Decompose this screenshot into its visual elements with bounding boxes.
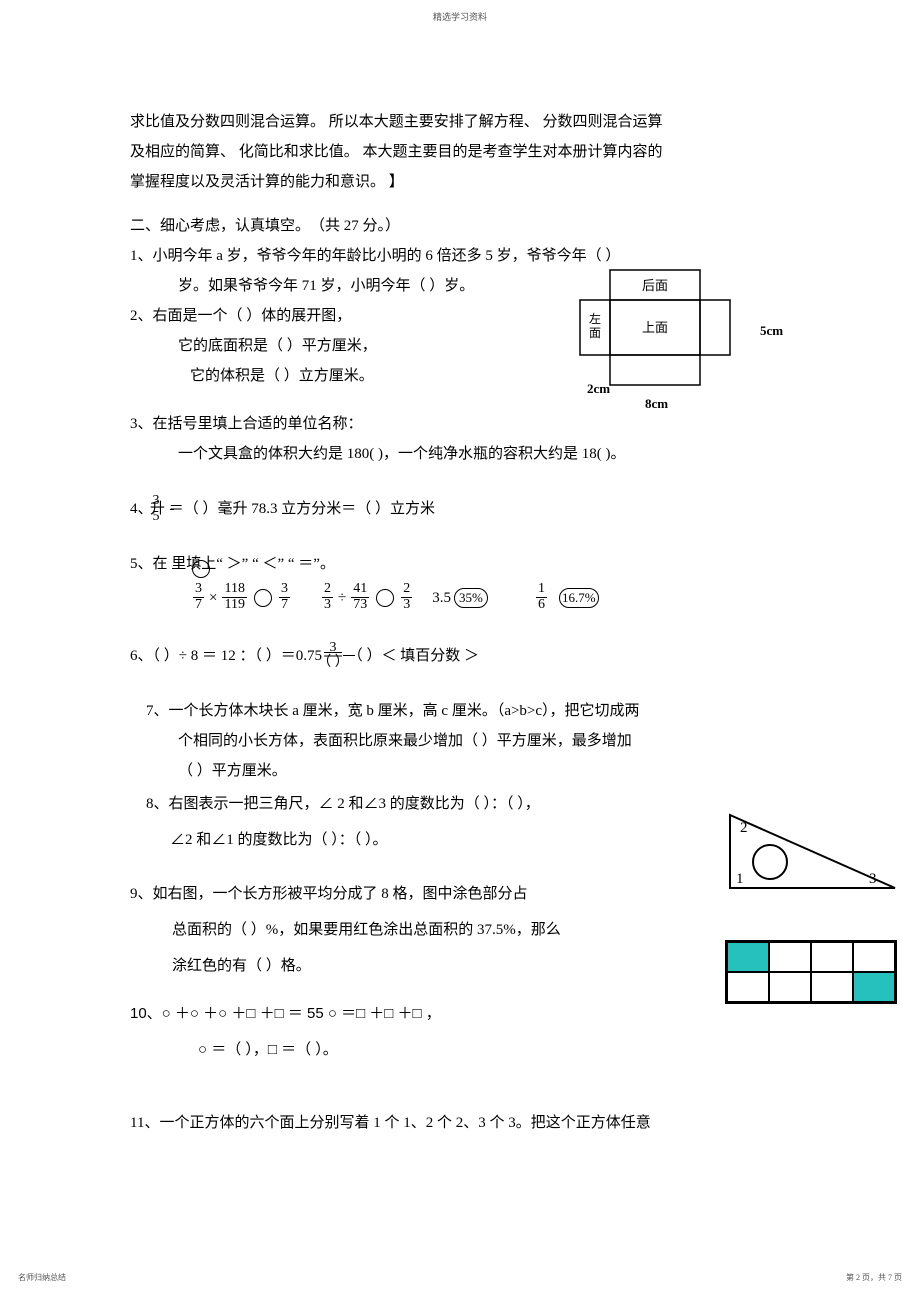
q3-line-1: 3、在括号里填上合适的单位名称： (130, 412, 790, 436)
blank-circle-icon: 35% (454, 588, 488, 608)
q5-prompt-circle (190, 556, 212, 580)
q5d-f1: 16 (536, 582, 547, 612)
grid-cell (811, 972, 853, 1002)
intro-line-3: 掌握程度以及灵活计算的能力和意识。 】 (130, 170, 790, 194)
q5c-1: 3.5 (432, 586, 451, 610)
q5a-f2: 118119 (222, 582, 246, 612)
q5-row: 37 × 118119 37 23 ÷ 4173 23 3.5 35% 16 1… (130, 582, 790, 612)
net-depth-label: 2cm (587, 381, 610, 396)
grid-cell (727, 972, 769, 1002)
q6-text1: 6、（ ）÷ 8 ＝ 12 ：（ ）＝0.75＝ (162, 644, 337, 668)
net-height-label: 5cm (760, 323, 783, 338)
q11-line-1: 11、一个正方体的六个面上分别写着 1 个 1、2 个 2、3 个 3。把这个正… (130, 1111, 790, 1135)
q6: 6、（ ）÷ 8 ＝ 12 ：（ ）＝0.75＝ 3 （ ） ＝ （ ）＜ 填百… (130, 641, 790, 671)
footer-right: 第 2 页，共 7 页 (846, 1272, 902, 1285)
blank-circle-icon: 16.7% (559, 588, 599, 608)
section-2-title: 二、细心考虑，认真填空。 （共 27 分。） (130, 214, 790, 238)
q3-line-2: 一个文具盒的体积大约是 180( )，一个纯净水瓶的容积大约是 18( )。 (130, 442, 790, 466)
q5-line-1: 5、在 里填上“ ＞” “ ＜” “ ＝”。 (130, 552, 790, 576)
q9-line-2: 总面积的（ ）%，如果要用红色涂出总面积的 37.5%，那么 (130, 915, 790, 945)
grid-cell-filled (853, 972, 895, 1002)
page-header-tiny: 精选学习资料 (0, 10, 920, 24)
triangle-ruler-diagram: 2 1 3 (720, 810, 910, 903)
net-svg: 后面 左 面 上面 5cm 2cm 8cm (550, 265, 790, 415)
cuboid-net-diagram: 后面 左 面 上面 5cm 2cm 8cm (550, 265, 810, 415)
footer-left: 名师归纳总结 (18, 1272, 66, 1285)
grid-cell (769, 972, 811, 1002)
q7-line-1: 7、一个长方体木块长 a 厘米，宽 b 厘米，高 c 厘米。（a>b>c），把它… (130, 699, 790, 723)
intro-line-2: 及相应的简算、 化简比和求比值。 本大题主要目的是考查学生对本册计算内容的 (130, 140, 790, 164)
q5a-f3: 37 (279, 582, 290, 612)
grid-cell-filled (727, 942, 769, 972)
q8-line-1: 8、右图表示一把三角尺，∠ 2 和∠3 的度数比为（ ）：（ ）， (130, 789, 790, 819)
net-width-label: 8cm (645, 396, 668, 411)
net-left-label: 左 (589, 311, 601, 326)
blank-circle-icon (192, 560, 210, 578)
blank-circle-icon (376, 589, 394, 607)
q4: 4、 3 5 升 ＝（ ）毫升 78.3 立方分米＝（ ）立方米 (130, 494, 790, 524)
grid-cell (853, 942, 895, 972)
grid-cell (811, 942, 853, 972)
q5b-f1: 23 (322, 582, 333, 612)
grid-cell (769, 942, 811, 972)
q5b-op: ÷ (338, 586, 346, 610)
q5a-f1: 37 (193, 582, 204, 612)
q7-line-2: 个相同的小长方体，表面积比原来最少增加（ ）平方厘米，最多增加 (130, 729, 790, 753)
angle-3-label: 3 (869, 871, 877, 887)
q8-line-2: ∠2 和∠1 的度数比为（ ）：（ ）。 (130, 825, 790, 855)
angle-1-label: 1 (736, 871, 744, 887)
angle-2-label: 2 (740, 820, 748, 836)
q9-line-3: 涂红色的有（ ）格。 (130, 951, 790, 981)
q9-line-1: 9、如右图，一个长方形被平均分成了 8 格，图中涂色部分占 (130, 879, 790, 909)
q6-text2: ＝ （ ）＜ 填百分数 ＞ (361, 644, 479, 668)
triangle-svg: 2 1 3 (720, 810, 900, 895)
q7-line-3: （ ）平方厘米。 (130, 759, 790, 783)
q5-text: 5、在 里填上“ ＞” “ ＜” “ ＝”。 (162, 552, 335, 576)
q10-line-1: 10、○ ＋○ ＋○ ＋□ ＋□ ＝ 55 ○ ＝□ ＋□ ＋□ ， (130, 999, 790, 1029)
q10-line-2: ○ ＝（ ），□ ＝（ ）。 (130, 1035, 790, 1065)
q4-text: 升 ＝（ ）毫升 78.3 立方分米＝（ ）立方米 (182, 497, 435, 521)
net-left-label2: 面 (589, 326, 601, 340)
q5b-f2: 4173 (351, 582, 369, 612)
blank-circle-icon (254, 589, 272, 607)
net-back-label: 后面 (642, 278, 668, 293)
q5a-op: × (209, 586, 217, 610)
intro-line-1: 求比值及分数四则混合运算。 所以本大题主要安排了解方程、 分数四则混合运算 (130, 110, 790, 134)
q5b-f3: 23 (401, 582, 412, 612)
rectangle-grid-diagram (725, 940, 897, 1004)
net-top-label: 上面 (642, 320, 668, 335)
